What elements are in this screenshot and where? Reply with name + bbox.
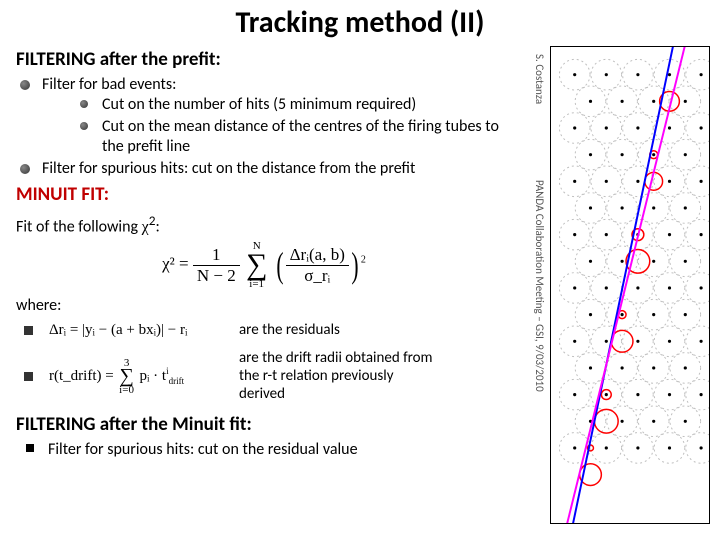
inner-num: Δrᵢ(a, b) xyxy=(286,245,349,266)
drift-prefix: r(t_drift) = xyxy=(49,368,117,384)
frac-den: N − 2 xyxy=(193,266,240,286)
inner-frac: Δrᵢ(a, b) σ_rᵢ xyxy=(286,245,349,286)
drift-pow: i xyxy=(166,366,169,376)
paren-group: ( Δrᵢ(a, b) σ_rᵢ ) xyxy=(274,244,361,286)
bullet-icon xyxy=(80,122,88,130)
fit-of-line: Fit of the following χ2: xyxy=(16,212,512,236)
drift-lhs: r(t_drift) = 3∑i=0 pᵢ · tidrift xyxy=(49,365,239,388)
chi2-formula: χ² = 1 N − 2 N ∑ i=1 ( Δrᵢ(a, b) σ_rᵢ ) … xyxy=(16,244,512,286)
filtering-minuit-item: Filter for spurious hits: cut on the res… xyxy=(16,440,512,459)
sum-top: 3 xyxy=(124,357,130,369)
filtering-prefit-sublist: Cut on the number of hits (5 minimum req… xyxy=(42,95,512,157)
residual-def-row: Δrᵢ = |yᵢ − (a + bxᵢ)| − rᵢ are the resi… xyxy=(16,321,512,339)
list-text: Filter for spurious hits: cut on the res… xyxy=(48,440,358,459)
diagram-svg xyxy=(551,47,709,523)
list-item: Cut on the number of hits (5 minimum req… xyxy=(80,95,512,115)
drift-rhs: are the drift radii obtained from the r-… xyxy=(239,349,439,403)
fit-suffix: : xyxy=(156,217,160,236)
residual-rhs: are the residuals xyxy=(239,321,340,339)
where-label: where: xyxy=(16,296,512,315)
chi-symbol: χ xyxy=(142,218,149,235)
slide-title: Tracking method (II) xyxy=(0,0,720,41)
author-sidebar: S. Costanza xyxy=(533,54,546,104)
list-text: Filter for bad events: xyxy=(42,75,176,94)
filtering-prefit-heading: FILTERING after the prefit: xyxy=(16,48,512,71)
square-bullet-icon xyxy=(24,372,33,381)
meeting-sidebar: PANDA Collaboration Meeting – GSI, 9/03/… xyxy=(533,180,546,392)
straw-tube-diagram xyxy=(550,46,710,524)
sum-symbol: N ∑ i=1 xyxy=(246,248,267,282)
list-text: Cut on the number of hits (5 minimum req… xyxy=(102,95,416,114)
filtering-prefit-list: Filter for bad events: Cut on the number… xyxy=(16,75,512,179)
bullet-icon xyxy=(20,80,30,90)
slide: Tracking method (II) FILTERING after the… xyxy=(0,0,720,540)
drift-term: pᵢ · t xyxy=(139,368,166,384)
residual-lhs: Δrᵢ = |yᵢ − (a + bxᵢ)| − rᵢ xyxy=(49,322,239,339)
fit-prefix: Fit of the following xyxy=(16,217,142,236)
square-bullet-icon xyxy=(24,326,33,335)
sum-top: N xyxy=(253,240,261,252)
drift-sub: drift xyxy=(169,376,185,386)
chi-sup: 2 xyxy=(149,212,156,229)
sum-symbol: 3∑i=0 xyxy=(119,365,133,388)
sum-bot: i=1 xyxy=(249,278,264,290)
bullet-icon xyxy=(20,164,30,174)
filtering-minuit-heading: FILTERING after the Minuit fit: xyxy=(16,413,512,436)
drift-def-row: r(t_drift) = 3∑i=0 pᵢ · tidrift are the … xyxy=(16,349,512,403)
formula-lhs: χ² = xyxy=(162,254,188,273)
bullet-icon xyxy=(80,100,88,108)
content-area: FILTERING after the prefit: Filter for b… xyxy=(16,44,512,459)
inner-den: σ_rᵢ xyxy=(286,266,349,286)
list-item: Filter for bad events: Cut on the number… xyxy=(20,75,512,157)
square-power: 2 xyxy=(361,255,366,266)
frac-num: 1 xyxy=(193,245,240,266)
list-text: Filter for spurious hits: cut on the dis… xyxy=(42,159,415,178)
square-bullet-icon xyxy=(26,444,34,452)
frac-1-over-n-2: 1 N − 2 xyxy=(193,245,240,286)
list-text: Cut on the mean distance of the centres … xyxy=(102,117,499,156)
list-item: Filter for spurious hits: cut on the dis… xyxy=(20,159,512,179)
list-item: Cut on the mean distance of the centres … xyxy=(80,117,512,157)
sum-bot: i=0 xyxy=(119,384,134,396)
minuit-heading: MINUIT FIT: xyxy=(16,183,512,206)
